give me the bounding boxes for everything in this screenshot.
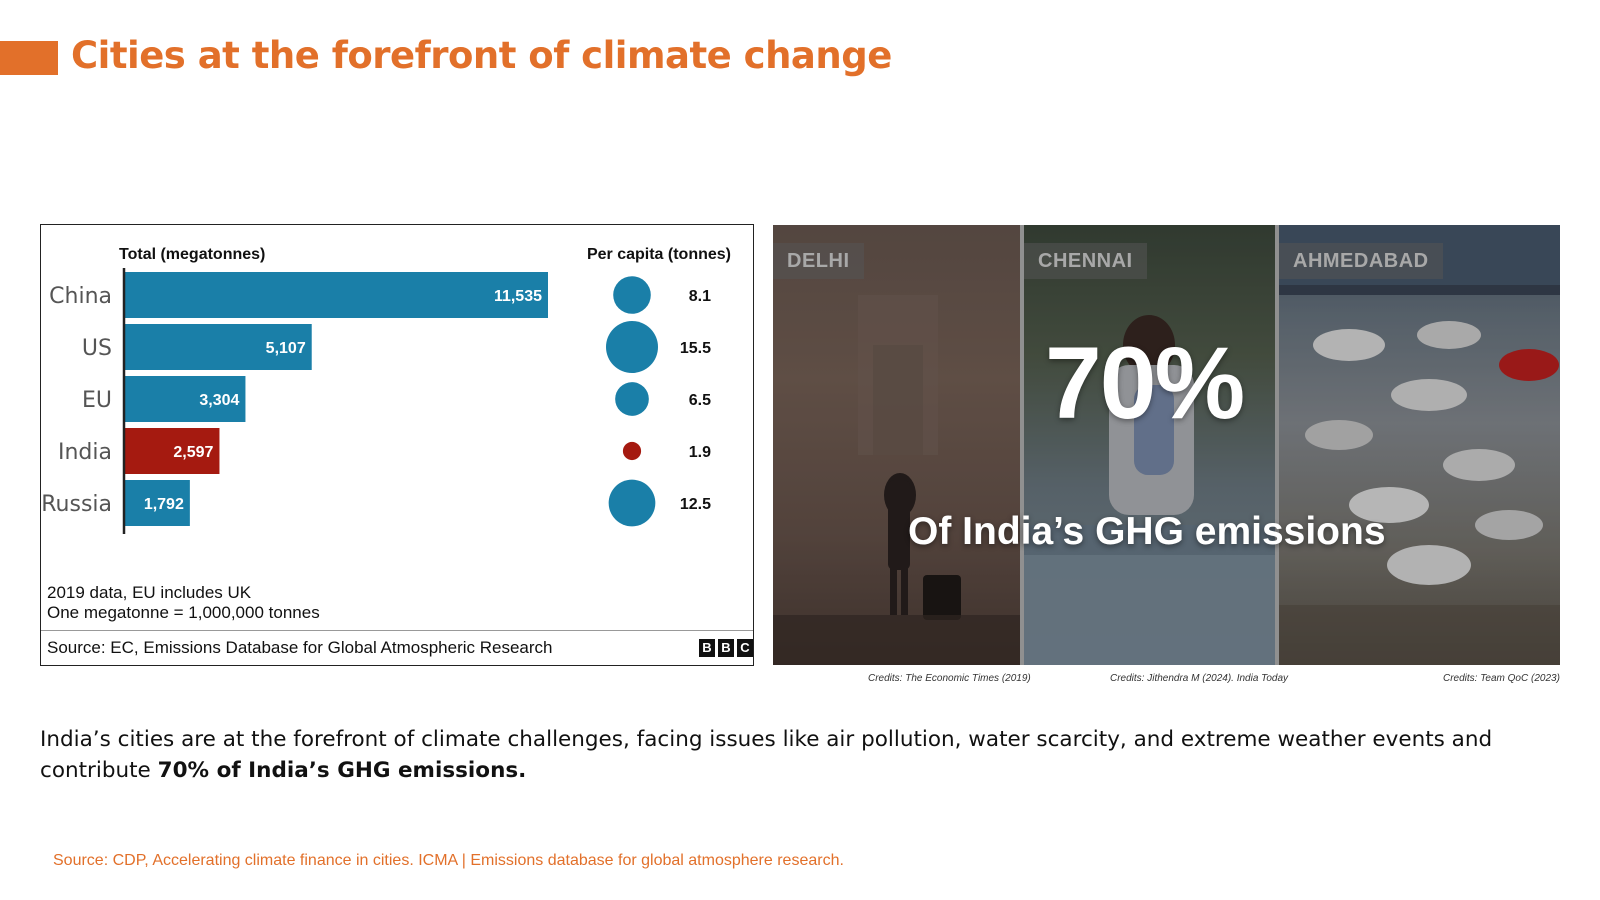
category-label: India — [58, 440, 112, 465]
photo-credit-chennai: Credits: Jithendra M (2024). India Today — [1110, 673, 1289, 684]
photo-divider — [1275, 225, 1279, 665]
body-text-bold: 70% of India’s GHG emissions. — [157, 758, 527, 783]
per-capita-value-label: 12.5 — [680, 496, 711, 513]
total-header: Total (megatonnes) — [119, 246, 265, 263]
total-bar — [124, 324, 312, 370]
per-capita-bubble — [613, 276, 651, 314]
per-capita-bubble — [606, 321, 658, 373]
per-capita-bubble — [615, 382, 649, 416]
chart-source: Source: EC, Emissions Database for Globa… — [47, 638, 553, 657]
chart-notes: 2019 data, EU includes UK One megatonne … — [47, 583, 320, 623]
headline-caption: Of India’s GHG emissions — [908, 510, 1386, 553]
photo-credit-ahmedabad: Credits: Team QoC (2023) — [1443, 673, 1560, 684]
city-label-ahmedabad: AHMEDABAD — [1279, 243, 1443, 279]
chart-source-row: Source: EC, Emissions Database for Globa… — [41, 630, 753, 665]
photo-credit-delhi: Credits: The Economic Times (2019) — [868, 673, 1031, 684]
per-capita-value-label: 8.1 — [689, 288, 711, 305]
chart-note: 2019 data, EU includes UK — [47, 583, 252, 602]
headline-percentage: 70% — [1045, 326, 1245, 440]
category-label: China — [49, 284, 112, 309]
title-accent-bar — [0, 41, 58, 75]
body-text-plain: India’s cities are at the forefront of c… — [40, 727, 1493, 783]
total-value-label: 5,107 — [266, 340, 306, 357]
total-bar — [124, 480, 190, 526]
logo-letter: B — [699, 639, 715, 657]
per-capita-bubble — [622, 441, 642, 461]
total-value-label: 2,597 — [173, 444, 213, 461]
delhi-photo: DELHI — [773, 225, 1020, 665]
total-bar — [124, 272, 548, 318]
bbc-logo: B B C — [699, 639, 753, 657]
photo-divider — [1020, 225, 1024, 665]
city-label-chennai: CHENNAI — [1024, 243, 1147, 279]
per-capita-header: Per capita (tonnes) — [587, 246, 731, 263]
ahmedabad-scene — [1279, 225, 1560, 665]
category-label: Russia — [41, 492, 112, 517]
per-capita-value-label: 1.9 — [689, 444, 711, 461]
ahmedabad-photo: AHMEDABAD — [1279, 225, 1560, 665]
slide-title: Cities at the forefront of climate chang… — [71, 34, 892, 77]
total-bar — [124, 376, 246, 422]
total-value-label: 3,304 — [199, 392, 239, 409]
body-paragraph: India’s cities are at the forefront of c… — [40, 724, 1560, 786]
per-capita-bubble — [608, 479, 656, 527]
total-bar — [124, 428, 220, 474]
delhi-scene — [773, 295, 1020, 665]
category-label: EU — [82, 388, 112, 413]
footer-source: Source: CDP, Accelerating climate financ… — [53, 852, 844, 869]
per-capita-value-label: 15.5 — [680, 340, 711, 357]
chennai-photo: CHENNAI — [1024, 225, 1275, 665]
category-label: US — [82, 336, 112, 361]
per-capita-value-label: 6.5 — [689, 392, 711, 409]
city-label-delhi: DELHI — [773, 243, 864, 279]
emissions-chart: Total (megatonnes) Per capita (tonnes) Chi… — [41, 246, 731, 534]
total-value-label: 1,792 — [144, 496, 184, 513]
total-value-label: 11,535 — [494, 288, 542, 305]
chennai-scene — [1024, 315, 1275, 665]
chart-note: One megatonne = 1,000,000 tonnes — [47, 603, 320, 622]
city-photo-panel: DELHI CHENNAI AHMEDABAD 70% — [773, 225, 1560, 665]
emissions-chart-panel: Total (megatonnes) Per capita (tonnes) Chi… — [40, 224, 754, 666]
logo-letter: B — [718, 639, 734, 657]
logo-letter: C — [737, 639, 753, 657]
photo-shade-overlay — [773, 225, 1560, 665]
